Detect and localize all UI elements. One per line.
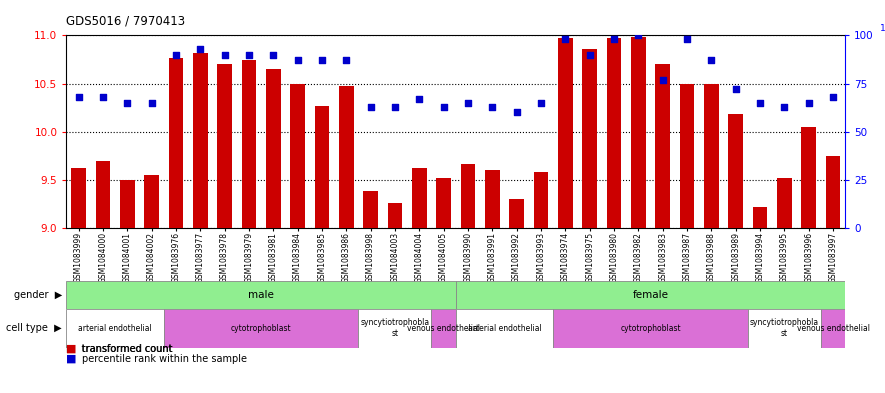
Point (290, 57, 304, 64)
Bar (72, 168, 86, 228)
Point (266, 51, 281, 58)
Bar (456, 309, 553, 348)
Point (436, 103, 450, 110)
Point (558, 36, 573, 42)
Point (510, 109, 524, 116)
Bar (553, 309, 748, 348)
Point (826, 94, 840, 100)
Bar (436, 178, 450, 228)
Bar (777, 178, 792, 228)
Point (728, 86, 743, 92)
Text: syncytiotrophobla
st: syncytiotrophobla st (360, 318, 429, 338)
Text: GDS5016 / 7970413: GDS5016 / 7970413 (66, 15, 186, 28)
Point (680, 36, 694, 42)
Point (802, 99, 816, 106)
Bar (752, 207, 767, 228)
Point (144, 99, 158, 106)
Point (339, 57, 353, 64)
Text: female: female (633, 290, 668, 300)
Point (607, 36, 621, 42)
Bar (315, 106, 329, 228)
Bar (728, 114, 743, 228)
Text: ■  transformed count: ■ transformed count (66, 344, 173, 354)
Point (193, 46, 207, 52)
Bar (290, 84, 304, 228)
Bar (485, 170, 499, 228)
Bar (509, 199, 524, 228)
Point (169, 51, 183, 58)
Text: percentile rank within the sample: percentile rank within the sample (82, 354, 247, 364)
Bar (704, 84, 719, 228)
Bar (363, 191, 378, 228)
Bar (339, 86, 353, 228)
Point (631, 32, 645, 39)
Point (364, 103, 378, 110)
Text: male: male (248, 290, 274, 300)
Bar (66, 281, 456, 309)
Bar (358, 309, 431, 348)
Bar (680, 84, 695, 228)
Text: arterial endothelial: arterial endothelial (467, 324, 542, 332)
Text: gender  ▶: gender ▶ (13, 290, 62, 300)
Point (388, 103, 402, 110)
Text: cell type  ▶: cell type ▶ (6, 323, 62, 333)
Bar (456, 281, 845, 309)
Text: cytotrophoblast: cytotrophoblast (231, 324, 291, 332)
Point (218, 51, 232, 58)
Text: venous endothelial: venous endothelial (796, 324, 869, 332)
Text: syncytiotrophobla
st: syncytiotrophobla st (750, 318, 819, 338)
Text: transformed count: transformed count (82, 344, 173, 354)
Text: arterial endothelial: arterial endothelial (78, 324, 152, 332)
Bar (655, 64, 670, 228)
Text: venous endothelial: venous endothelial (407, 324, 480, 332)
Bar (388, 203, 402, 228)
Bar (607, 38, 621, 228)
Bar (144, 175, 159, 228)
Point (72, 94, 86, 100)
Point (242, 51, 256, 58)
Point (120, 99, 135, 106)
Text: ■: ■ (66, 344, 77, 354)
Bar (218, 64, 232, 228)
Bar (164, 309, 358, 348)
Point (461, 99, 475, 106)
Bar (119, 180, 135, 228)
Point (485, 103, 499, 110)
Text: ■: ■ (66, 354, 77, 364)
Point (315, 57, 329, 64)
Point (96, 94, 110, 100)
Bar (534, 172, 549, 228)
Bar (412, 168, 427, 228)
Bar (748, 309, 821, 348)
Bar (193, 53, 207, 228)
Point (777, 103, 791, 110)
Bar (821, 309, 845, 348)
Bar (582, 49, 596, 228)
Bar (266, 69, 281, 228)
Point (704, 57, 719, 64)
Point (582, 51, 596, 58)
Point (412, 96, 427, 102)
Text: 100%: 100% (881, 24, 885, 33)
Bar (242, 61, 257, 228)
Bar (631, 37, 646, 228)
Bar (431, 309, 456, 348)
Bar (826, 156, 841, 228)
Bar (168, 59, 183, 228)
Text: cytotrophoblast: cytotrophoblast (620, 324, 681, 332)
Bar (558, 38, 573, 228)
Bar (460, 164, 475, 228)
Point (656, 77, 670, 83)
Bar (96, 161, 110, 228)
Point (534, 99, 548, 106)
Bar (802, 127, 816, 228)
Point (753, 99, 767, 106)
Bar (66, 309, 164, 348)
